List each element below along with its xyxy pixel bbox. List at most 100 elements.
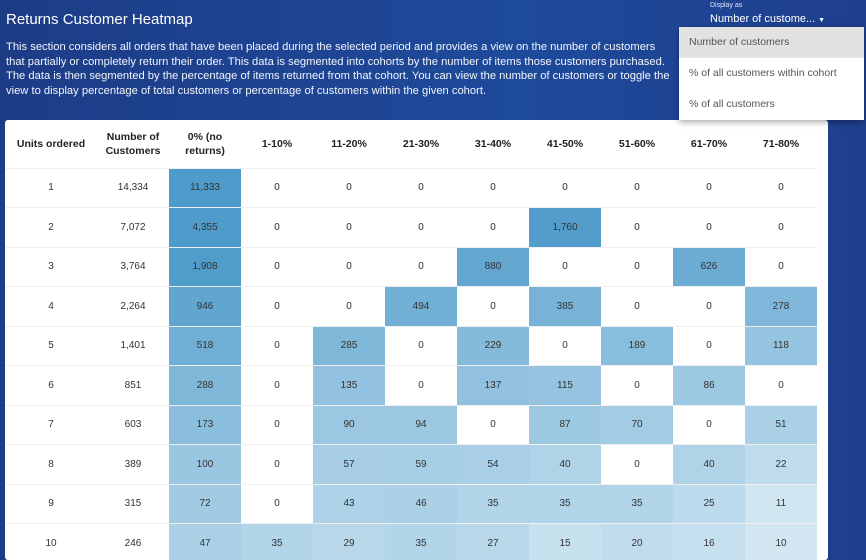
- column-header: 11-20%: [313, 120, 385, 168]
- heat-cell: 288: [169, 366, 241, 406]
- heat-cell: 11,333: [169, 168, 241, 208]
- heat-cell: 0: [241, 484, 313, 524]
- heat-cell: 35: [457, 484, 529, 524]
- heat-cell: 518: [169, 326, 241, 366]
- heat-cell: 0: [601, 208, 673, 248]
- table-cell: 3: [5, 247, 97, 287]
- heat-cell: 626: [673, 247, 745, 287]
- column-header: 1-10%: [241, 120, 313, 168]
- heat-cell: 0: [601, 287, 673, 327]
- heat-cell: 0: [601, 168, 673, 208]
- column-header: 71-80%: [745, 120, 817, 168]
- option-pct-all-customers[interactable]: % of all customers: [679, 89, 864, 120]
- heat-cell: 0: [241, 366, 313, 406]
- table-cell: 8: [5, 445, 97, 485]
- heat-cell: 35: [529, 484, 601, 524]
- heat-cell: 4,355: [169, 208, 241, 248]
- option-pct-within-cohort[interactable]: % of all customers within cohort: [679, 58, 864, 89]
- heat-cell: 35: [601, 484, 673, 524]
- heat-cell: 46: [385, 484, 457, 524]
- heat-cell: 43: [313, 484, 385, 524]
- heat-cell: 0: [241, 208, 313, 248]
- heat-cell: 25: [673, 484, 745, 524]
- heat-cell: 0: [745, 168, 817, 208]
- table-cell: 1,401: [97, 326, 169, 366]
- heat-cell: 0: [529, 168, 601, 208]
- display-as-menu: Number of customers % of all customers w…: [679, 27, 864, 120]
- heat-cell: 0: [241, 287, 313, 327]
- heat-cell: 0: [745, 247, 817, 287]
- heat-cell: 51: [745, 405, 817, 445]
- heat-cell: 0: [529, 326, 601, 366]
- heat-cell: 946: [169, 287, 241, 327]
- table-cell: 6: [5, 366, 97, 406]
- heat-cell: 0: [241, 247, 313, 287]
- heat-cell: 0: [673, 287, 745, 327]
- heat-cell: 285: [313, 326, 385, 366]
- display-selected-value: Number of custome...: [710, 13, 815, 25]
- heat-cell: 1,908: [169, 247, 241, 287]
- heat-cell: 0: [457, 168, 529, 208]
- heat-cell: 494: [385, 287, 457, 327]
- heat-cell: 0: [313, 247, 385, 287]
- heat-cell: 0: [673, 208, 745, 248]
- column-header: Number of Customers: [97, 120, 169, 168]
- heat-cell: 0: [241, 405, 313, 445]
- heat-cell: 86: [673, 366, 745, 406]
- heat-cell: 0: [601, 366, 673, 406]
- heat-cell: 0: [529, 247, 601, 287]
- heat-cell: 0: [601, 247, 673, 287]
- column-header: 31-40%: [457, 120, 529, 168]
- table-cell: 1: [5, 168, 97, 208]
- heat-cell: 0: [745, 366, 817, 406]
- heat-cell: 0: [385, 366, 457, 406]
- caret-down-icon: ▼: [818, 17, 825, 24]
- heat-cell: 189: [601, 326, 673, 366]
- display-as-dropdown[interactable]: Number of custome...▼: [710, 13, 825, 25]
- column-header: 61-70%: [673, 120, 745, 168]
- heat-cell: 0: [313, 287, 385, 327]
- page-title: Returns Customer Heatmap: [6, 11, 193, 28]
- heat-cell: 70: [601, 405, 673, 445]
- heat-cell: 173: [169, 405, 241, 445]
- column-header: 0% (no returns): [169, 120, 241, 168]
- heat-cell: 0: [241, 445, 313, 485]
- heat-cell: 0: [241, 168, 313, 208]
- heat-cell: 87: [529, 405, 601, 445]
- heat-cell: 94: [385, 405, 457, 445]
- heat-cell: 59: [385, 445, 457, 485]
- heat-cell: 137: [457, 366, 529, 406]
- heat-cell: 0: [385, 326, 457, 366]
- table-cell: 14,334: [97, 168, 169, 208]
- table-cell: 315: [97, 484, 169, 524]
- heat-cell: 1,760: [529, 208, 601, 248]
- heat-cell: 880: [457, 247, 529, 287]
- heat-cell: 40: [673, 445, 745, 485]
- heat-cell: 135: [313, 366, 385, 406]
- table-cell: 7: [5, 405, 97, 445]
- heat-cell: 0: [745, 208, 817, 248]
- heat-cell: 57: [313, 445, 385, 485]
- heat-cell: 0: [601, 445, 673, 485]
- option-number-of-customers[interactable]: Number of customers: [679, 27, 864, 58]
- heat-cell: 0: [673, 168, 745, 208]
- heat-cell: 0: [673, 326, 745, 366]
- heat-cell: 0: [457, 287, 529, 327]
- heat-cell: 54: [457, 445, 529, 485]
- column-header: Units ordered: [5, 120, 97, 168]
- table-cell: 851: [97, 366, 169, 406]
- column-header: 41-50%: [529, 120, 601, 168]
- heat-cell: 72: [169, 484, 241, 524]
- heat-cell: 0: [457, 208, 529, 248]
